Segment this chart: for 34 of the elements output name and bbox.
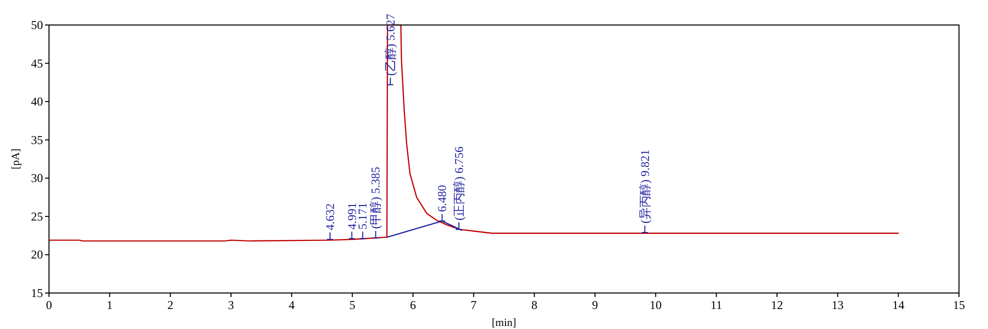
annotation: (甲醇) 5.385 (368, 166, 383, 238)
annotation: 4.632 (323, 203, 338, 230)
y-tick-label: 50 (31, 18, 43, 32)
y-axis-title: [pA] (10, 148, 22, 170)
x-tick-label: 15 (953, 298, 965, 312)
y-tick-label: 30 (31, 171, 43, 186)
x-tick-label: 5 (349, 298, 356, 312)
x-tick-label: 0 (46, 298, 52, 312)
x-tick-label: 14 (892, 298, 904, 312)
x-axis-title: [min] (492, 317, 516, 329)
x-tick-label: 13 (832, 298, 844, 312)
annotation: 6.480 (435, 185, 450, 222)
annotation: (正丙醇) 6.756 (452, 146, 466, 230)
annotation: 6.480 (435, 185, 450, 212)
x-tick-label: 1 (106, 298, 113, 312)
x-tick-label: 10 (650, 298, 662, 312)
x-tick-label: 2 (167, 298, 174, 312)
x-tick-label: 6 (410, 298, 416, 312)
y-tick-label: 35 (31, 132, 43, 147)
x-tick-label: 9 (592, 298, 598, 312)
y-tick-label: 20 (31, 248, 43, 262)
x-tick-label: 11 (710, 298, 722, 312)
x-tick-label: 3 (228, 298, 234, 312)
annotation: (乙醇) 5.627 (383, 14, 398, 86)
annotation: 4.632 (323, 203, 337, 240)
y-tick-label: 45 (31, 56, 43, 70)
x-tick-label: 7 (470, 298, 477, 312)
annotation: (异丙醇) 9.821 (638, 150, 652, 233)
y-tick-label: 25 (31, 209, 43, 224)
x-tick-label: 4 (288, 298, 295, 312)
y-tick-label: 15 (31, 286, 43, 300)
y-tick-label: 40 (31, 94, 43, 109)
x-tick-label: 8 (531, 298, 538, 312)
x-tick-label: 12 (771, 298, 783, 312)
